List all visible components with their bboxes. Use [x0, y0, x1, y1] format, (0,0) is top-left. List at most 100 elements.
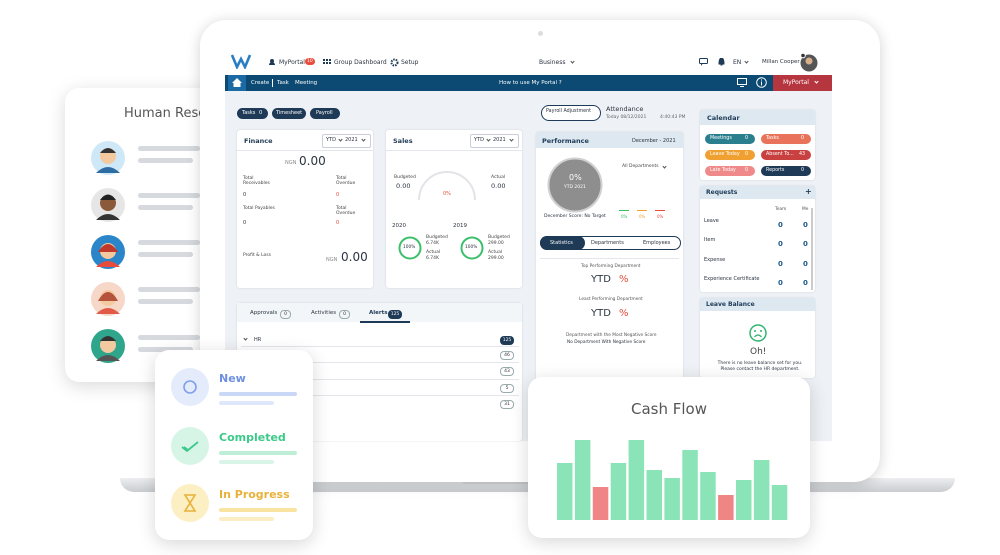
- toolbar-create[interactable]: Create: [251, 79, 270, 86]
- actual-label: Actual: [426, 250, 441, 255]
- panel-header: [700, 298, 815, 311]
- tab-count: 0: [339, 310, 350, 319]
- request-me: 0: [803, 221, 808, 229]
- toolbar-help[interactable]: How to use My Portal ?: [499, 79, 562, 86]
- chip[interactable]: Meetings 0: [705, 134, 755, 144]
- add-request[interactable]: +: [805, 187, 812, 196]
- leave-balance-title: Leave Balance: [706, 301, 755, 308]
- request-label: Experience Certificate: [704, 276, 760, 282]
- finance-card: [237, 130, 373, 288]
- nav-language[interactable]: EN: [733, 59, 742, 66]
- sad-face: [749, 324, 767, 342]
- top-period: YTD: [591, 274, 611, 285]
- score-caption: YTD 2021: [564, 185, 586, 190]
- actual-label: Actual: [488, 250, 503, 255]
- performance-note: December Score: No Target: [544, 214, 606, 219]
- overdue-label: Total Overdue: [336, 206, 356, 216]
- status-completed: Completed: [219, 431, 286, 444]
- departments-select[interactable]: All Departments: [622, 164, 659, 169]
- chip-label: Absent To...: [766, 151, 794, 157]
- tab[interactable]: Activities: [311, 310, 337, 316]
- chip[interactable]: Reports 0: [761, 166, 811, 176]
- period-select[interactable]: [322, 134, 371, 148]
- attendance-today: Today 08/12/2021: [606, 115, 647, 120]
- tab[interactable]: Employees: [643, 239, 671, 246]
- year: 2021: [345, 137, 358, 143]
- team-header: Team: [775, 207, 787, 212]
- payables: 0: [243, 220, 247, 226]
- leave-balance-exclamation: Oh!: [750, 347, 767, 357]
- camera: [538, 31, 543, 36]
- nav-group-dashboard[interactable]: Group Dashboard: [334, 59, 387, 66]
- mini-value: 0%: [621, 214, 628, 219]
- toolbar-meeting[interactable]: Meeting: [295, 79, 318, 86]
- placeholder-line: [138, 240, 200, 245]
- placeholder-line: [138, 146, 200, 151]
- chip[interactable]: Absent To... 43: [761, 150, 811, 160]
- home-icon: [232, 78, 242, 87]
- budgeted-label: Budgeted: [394, 175, 416, 180]
- year-label: 2020: [392, 223, 406, 229]
- request-me: 0: [803, 240, 808, 248]
- tab[interactable]: Approvals: [250, 310, 278, 316]
- request-label: Item: [704, 237, 716, 243]
- request-me: 0: [803, 260, 808, 268]
- toolbar-task[interactable]: Task: [277, 79, 289, 86]
- calendar-title: Calendar: [707, 114, 740, 122]
- request-team: 0: [778, 240, 783, 248]
- cash-flow-bar: [718, 495, 734, 520]
- gear-icon: [390, 58, 399, 67]
- negative-value: No Department With Negative Score: [567, 340, 646, 345]
- tab[interactable]: Alerts: [369, 310, 388, 316]
- attendance-time: 4:40:43 PM: [660, 115, 686, 120]
- nav-business[interactable]: Business: [539, 59, 566, 66]
- payroll-button[interactable]: [310, 108, 340, 119]
- chip-label: Late Today: [710, 167, 736, 173]
- cash-flow-title: Cash Flow: [631, 400, 707, 418]
- chip-label: Leave Today: [710, 151, 740, 157]
- tab[interactable]: Statistics: [550, 239, 573, 246]
- chip[interactable]: Tasks 0: [761, 134, 811, 144]
- tab-count: 125: [388, 310, 402, 319]
- ring: [460, 236, 484, 260]
- chip-count: 0: [801, 135, 805, 141]
- timesheet-button[interactable]: [272, 108, 306, 119]
- mini-line: [655, 210, 665, 211]
- cash-flow-bar: [700, 472, 716, 520]
- placeholder-line: [138, 252, 193, 257]
- ring-label: 100%: [403, 245, 416, 250]
- chip[interactable]: Late Today 0: [705, 166, 755, 176]
- chip-count: 0: [801, 167, 805, 173]
- chip[interactable]: Leave Today 0: [705, 150, 755, 160]
- placeholder-line: [138, 335, 200, 340]
- row-count: 43: [500, 367, 514, 376]
- negative-label: Department with the Most Negative Score: [566, 333, 657, 338]
- cash-flow-chart: [557, 440, 788, 520]
- performance-month: December - 2021: [632, 138, 676, 144]
- actual: 299.00: [488, 256, 504, 261]
- gauge-value: 0%: [443, 191, 451, 197]
- row-count: 31: [500, 400, 514, 409]
- payroll-adjustment-button[interactable]: [541, 105, 601, 121]
- period-select[interactable]: [470, 134, 519, 148]
- score: 0%: [569, 173, 582, 182]
- cash-flow-bar: [736, 480, 752, 520]
- status-in-progress: In Progress: [219, 488, 290, 501]
- budgeted: 299.00: [488, 241, 504, 246]
- tasks-button[interactable]: [237, 108, 268, 119]
- nav-setup[interactable]: Setup: [401, 59, 419, 66]
- period: YTD: [474, 137, 484, 143]
- portal-menu[interactable]: [773, 75, 832, 91]
- tab-count: 0: [280, 310, 291, 319]
- performance-title: Performance: [542, 137, 589, 145]
- placeholder-line: [138, 193, 200, 198]
- row-count: 46: [500, 351, 514, 360]
- nav-portal[interactable]: MyPortal: [279, 59, 305, 66]
- scrollbar: [811, 208, 813, 290]
- chip-count: 43: [799, 151, 806, 157]
- chip-label: Reports: [766, 167, 785, 173]
- chat-icon: [699, 58, 708, 66]
- tab[interactable]: Departments: [591, 239, 624, 246]
- placeholder-line: [138, 205, 193, 210]
- budgeted: 0.00: [396, 182, 411, 190]
